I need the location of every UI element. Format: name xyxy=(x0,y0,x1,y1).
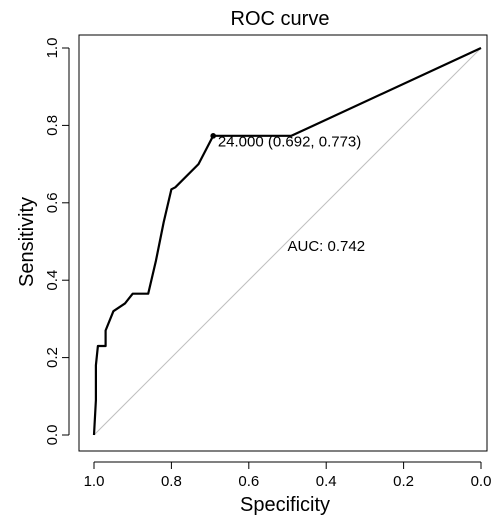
x-axis-label: Specificity xyxy=(240,494,330,516)
chart-title: ROC curve xyxy=(231,8,330,30)
x-tick-label: 0.6 xyxy=(238,473,259,490)
y-tick-label: 0.8 xyxy=(44,115,61,136)
x-tick-label: 0.4 xyxy=(316,473,337,490)
reference-diagonal-line xyxy=(93,47,482,436)
y-axis-label: Sensitivity xyxy=(16,197,38,287)
y-tick-label: 1.0 xyxy=(44,38,61,59)
plot-frame xyxy=(78,34,488,452)
x-tick-label: 0.8 xyxy=(161,473,182,490)
y-axis: 0.0 0.2 0.4 0.6 0.8 1.0 xyxy=(44,38,70,446)
y-tick-label: 0.6 xyxy=(44,192,61,213)
y-tick-label: 0.2 xyxy=(44,347,61,368)
roc-curve-line xyxy=(92,47,482,436)
x-tick-label: 0.0 xyxy=(471,473,492,490)
y-tick-label: 0.4 xyxy=(44,270,61,291)
y-tick-label: 0.0 xyxy=(44,425,61,446)
x-axis: 1.0 0.8 0.6 0.4 0.2 0.0 xyxy=(84,461,492,490)
reference-line-layer xyxy=(93,47,482,436)
auc-annotation: AUC: 0.742 xyxy=(288,238,366,255)
annotation-layer: 24.000 (0.692, 0.773) AUC: 0.742 xyxy=(218,134,365,255)
threshold-point xyxy=(210,133,216,139)
x-tick-label: 1.0 xyxy=(84,473,105,490)
threshold-annotation: 24.000 (0.692, 0.773) xyxy=(218,134,361,151)
x-tick-label: 0.2 xyxy=(393,473,414,490)
curve-layer xyxy=(92,47,482,436)
